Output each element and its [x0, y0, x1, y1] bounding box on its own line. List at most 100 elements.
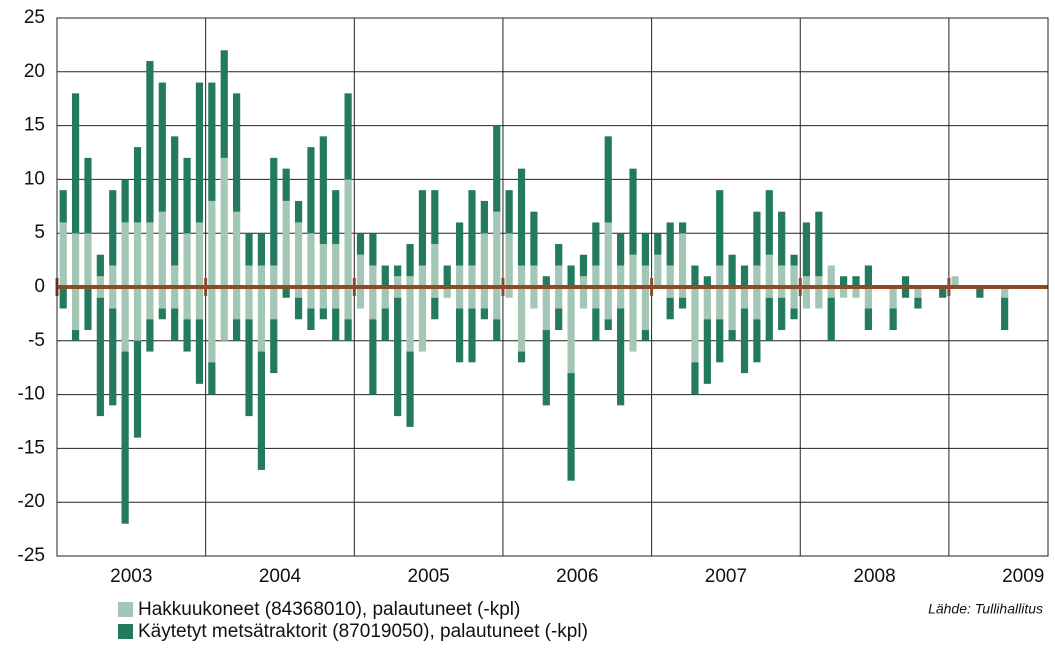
x-tick-label: 2005 — [407, 566, 449, 587]
bar — [567, 265, 575, 287]
bar — [418, 287, 427, 352]
bar — [270, 287, 278, 320]
bar — [654, 254, 662, 287]
bar — [592, 287, 600, 309]
bar — [604, 222, 612, 287]
bar — [468, 265, 476, 287]
source: Lähde: Tullihallitus — [928, 601, 1043, 617]
bar — [703, 276, 711, 287]
bar — [505, 190, 513, 234]
bar — [59, 190, 67, 223]
bar — [183, 157, 191, 234]
bar — [530, 265, 538, 287]
bar — [319, 308, 327, 320]
bar — [914, 297, 922, 309]
bar — [233, 211, 241, 287]
bar — [753, 211, 761, 266]
bar — [592, 222, 600, 266]
bar — [517, 168, 526, 266]
bar — [418, 190, 427, 266]
bar — [133, 147, 142, 223]
bar — [369, 319, 377, 395]
bar — [716, 319, 724, 363]
bar — [765, 190, 773, 255]
bar — [716, 287, 724, 320]
bar — [678, 287, 687, 298]
bar — [703, 319, 711, 384]
bar — [827, 287, 835, 298]
bar — [257, 233, 265, 266]
bar — [976, 287, 984, 298]
bar — [406, 351, 414, 427]
bar — [592, 265, 600, 287]
y-tick-label: 5 — [34, 222, 45, 243]
bar — [666, 297, 674, 320]
bar — [567, 373, 575, 481]
bar — [802, 287, 811, 309]
bar — [356, 233, 365, 255]
bar — [294, 200, 303, 223]
x-tick-label: 2008 — [853, 566, 895, 587]
bar — [270, 319, 278, 374]
bar — [728, 330, 736, 341]
bar — [505, 287, 513, 298]
bar — [171, 287, 179, 309]
bar — [282, 287, 290, 298]
bar — [542, 276, 550, 287]
bar — [517, 287, 526, 352]
bar — [121, 287, 129, 352]
bar — [678, 233, 687, 287]
bar — [815, 276, 823, 287]
bar — [195, 287, 204, 320]
bar — [542, 330, 550, 406]
x-tick-label: 2004 — [259, 566, 302, 587]
bar — [121, 351, 129, 524]
bar — [369, 265, 377, 287]
bar — [555, 243, 563, 266]
bar — [517, 265, 526, 287]
bar — [121, 179, 129, 223]
bar — [307, 233, 315, 287]
bar — [493, 125, 501, 212]
bar — [939, 287, 947, 298]
bar — [71, 233, 80, 287]
bar — [245, 319, 253, 417]
bar — [666, 222, 674, 266]
bar — [245, 265, 253, 287]
bar — [245, 233, 253, 266]
bar — [319, 243, 327, 287]
bar — [381, 287, 389, 309]
bar — [356, 287, 365, 309]
bar — [629, 254, 637, 287]
bar — [96, 276, 104, 287]
bar — [901, 287, 910, 298]
bar — [778, 265, 786, 287]
bar — [864, 308, 872, 331]
bar — [71, 330, 80, 341]
bar — [146, 222, 154, 287]
bar — [270, 157, 278, 266]
y-tick-label: 25 — [24, 7, 45, 28]
bar — [270, 265, 278, 287]
bar — [257, 287, 265, 352]
bar — [617, 287, 625, 309]
bar — [790, 308, 798, 320]
bar — [220, 287, 228, 341]
bar — [641, 265, 650, 287]
bar — [406, 243, 414, 277]
bar — [864, 287, 872, 309]
bar — [951, 276, 959, 287]
bar — [208, 287, 216, 363]
bar — [332, 308, 340, 341]
bar — [889, 308, 897, 331]
legend-swatch — [118, 602, 133, 617]
bar — [59, 222, 67, 287]
bar — [109, 287, 117, 309]
bar — [629, 287, 637, 352]
bar — [901, 276, 910, 287]
bar — [579, 287, 588, 309]
bar — [654, 233, 662, 255]
bar — [778, 297, 786, 331]
bar — [555, 308, 563, 331]
bar — [195, 222, 204, 287]
